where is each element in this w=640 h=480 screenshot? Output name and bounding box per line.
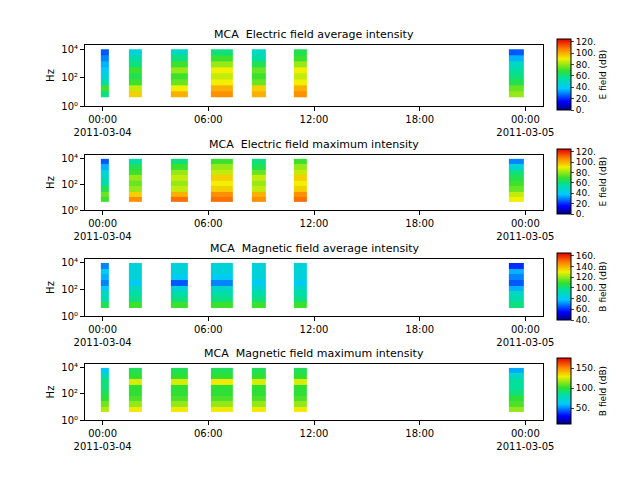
svg-text:10⁴: 10⁴ — [61, 153, 78, 164]
svg-text:150.: 150. — [576, 363, 596, 373]
svg-text:20.: 20. — [576, 199, 590, 209]
svg-text:140.: 140. — [576, 262, 596, 272]
svg-text:80.: 80. — [576, 168, 590, 178]
svg-text:10⁰: 10⁰ — [61, 101, 78, 112]
svg-text:Hz: Hz — [45, 281, 56, 294]
svg-text:10²: 10² — [61, 388, 78, 399]
svg-text:E field (dB): E field (dB) — [598, 157, 608, 207]
svg-text:50.: 50. — [576, 403, 590, 413]
svg-text:18:00: 18:00 — [405, 218, 434, 229]
svg-text:120.: 120. — [576, 147, 596, 157]
svg-text:00:002011-03-05: 00:002011-03-05 — [496, 218, 554, 242]
svg-text:10²: 10² — [61, 284, 78, 295]
svg-text:120.: 120. — [576, 272, 596, 282]
svg-text:Hz: Hz — [45, 69, 56, 82]
svg-text:40.: 40. — [576, 315, 590, 325]
svg-text:B field (dB): B field (dB) — [598, 261, 608, 311]
svg-text:10⁴: 10⁴ — [61, 257, 78, 268]
svg-text:12:00: 12:00 — [300, 324, 329, 335]
svg-text:MCA Electric field maximum in: MCA Electric field maximum intensity — [209, 138, 419, 151]
svg-text:100.: 100. — [576, 283, 596, 293]
svg-text:E field (dB): E field (dB) — [598, 50, 608, 100]
svg-text:Hz: Hz — [45, 386, 56, 399]
svg-text:18:00: 18:00 — [405, 428, 434, 439]
svg-text:10⁰: 10⁰ — [61, 415, 78, 426]
svg-text:12:00: 12:00 — [300, 114, 329, 125]
svg-text:12:00: 12:00 — [300, 218, 329, 229]
svg-text:60.: 60. — [576, 304, 590, 314]
svg-text:06:00: 06:00 — [194, 218, 223, 229]
svg-text:00:002011-03-05: 00:002011-03-05 — [496, 428, 554, 452]
svg-text:12:00: 12:00 — [300, 428, 329, 439]
svg-text:100.: 100. — [576, 48, 596, 58]
svg-text:10²: 10² — [61, 72, 78, 83]
svg-text:06:00: 06:00 — [194, 428, 223, 439]
svg-text:00:002011-03-04: 00:002011-03-04 — [74, 218, 132, 242]
svg-text:06:00: 06:00 — [194, 324, 223, 335]
svg-text:160.: 160. — [576, 251, 596, 261]
svg-text:MCA Magnetic field maximum in: MCA Magnetic field maximum intensity — [204, 347, 424, 360]
svg-text:80.: 80. — [576, 60, 590, 70]
svg-text:80.: 80. — [576, 294, 590, 304]
svg-text:40.: 40. — [576, 188, 590, 198]
svg-text:60.: 60. — [576, 178, 590, 188]
svg-text:06:00: 06:00 — [194, 114, 223, 125]
svg-text:10²: 10² — [61, 179, 78, 190]
svg-text:00:002011-03-05: 00:002011-03-05 — [496, 324, 554, 348]
svg-text:18:00: 18:00 — [405, 324, 434, 335]
svg-text:100.: 100. — [576, 383, 596, 393]
svg-text:18:00: 18:00 — [405, 114, 434, 125]
svg-text:B field (dB): B field (dB) — [598, 366, 608, 416]
svg-text:0.: 0. — [576, 105, 585, 115]
svg-text:00:002011-03-04: 00:002011-03-04 — [74, 114, 132, 138]
svg-text:MCA Electric field average in: MCA Electric field average intensity — [214, 28, 414, 41]
svg-text:Hz: Hz — [45, 176, 56, 189]
svg-text:10⁰: 10⁰ — [61, 311, 78, 322]
svg-text:MCA Magnetic field average in: MCA Magnetic field average intensity — [210, 242, 419, 255]
svg-text:0.: 0. — [576, 209, 585, 219]
svg-text:00:002011-03-04: 00:002011-03-04 — [74, 324, 132, 348]
svg-text:10⁴: 10⁴ — [61, 362, 78, 373]
svg-text:40.: 40. — [576, 82, 590, 92]
svg-text:60.: 60. — [576, 71, 590, 81]
svg-text:10⁴: 10⁴ — [61, 44, 78, 55]
svg-text:20.: 20. — [576, 94, 590, 104]
svg-text:120.: 120. — [576, 37, 596, 47]
svg-text:00:002011-03-05: 00:002011-03-05 — [496, 114, 554, 138]
svg-text:100.: 100. — [576, 157, 596, 167]
svg-text:00:002011-03-04: 00:002011-03-04 — [74, 428, 132, 452]
svg-text:10⁰: 10⁰ — [61, 205, 78, 216]
